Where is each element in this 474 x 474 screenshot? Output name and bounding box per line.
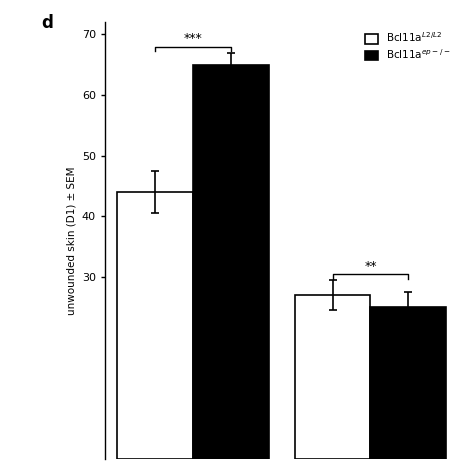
Text: d: d [41, 14, 53, 32]
Bar [118, 192, 193, 459]
Y-axis label: unwounded skin (D1) ± SEM: unwounded skin (D1) ± SEM [66, 166, 76, 315]
Bar [371, 307, 447, 459]
Bar [294, 295, 371, 459]
Text: ***: *** [184, 32, 203, 46]
Legend: Bcl11a$^{L2/L2}$, Bcl11a$^{ep-/-}$: Bcl11a$^{L2/L2}$, Bcl11a$^{ep-/-}$ [362, 27, 454, 64]
Bar [193, 65, 269, 459]
Text: **: ** [364, 260, 377, 273]
